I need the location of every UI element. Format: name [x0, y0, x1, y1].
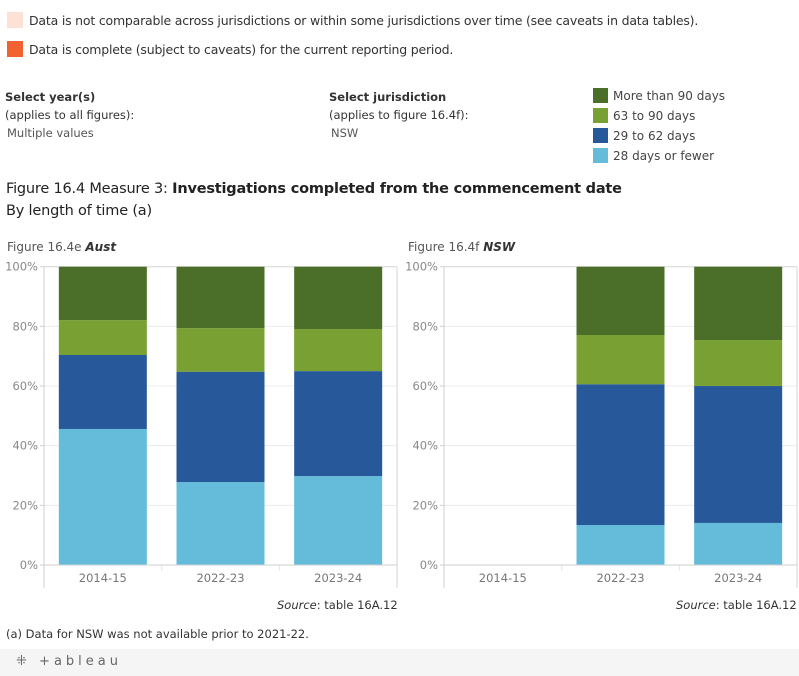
- year-filter-subtitle: (applies to all figures):: [5, 108, 135, 122]
- figure-title: Figure 16.4 Measure 3: Investigations co…: [6, 181, 622, 197]
- x-tick-label: 2022-23: [596, 571, 644, 585]
- x-tick-label: 2022-23: [196, 571, 244, 585]
- y-tick-label: 100%: [5, 260, 38, 274]
- legend-item-63-to-90[interactable]: 63 to 90 days: [593, 108, 695, 123]
- figure-subtitle: By length of time (a): [6, 203, 152, 219]
- x-tick-label: 2014-15: [479, 571, 527, 585]
- note-swatch-light: [7, 12, 23, 28]
- legend-item-more-than-90[interactable]: More than 90 days: [593, 88, 725, 103]
- note-not-comparable: Data is not comparable across jurisdicti…: [7, 12, 698, 28]
- bar-segment-2022-23-more-than-90-days[interactable]: [576, 266, 665, 336]
- chart-nsw: 0% 20% 40% 60% 80% 100% 2014-15 2022-23 2023-24: [405, 260, 798, 588]
- chart-nsw-title-em: NSW: [483, 240, 516, 254]
- x-tick-label: 2023-24: [314, 571, 362, 585]
- bar-segment-2023-24-more-than-90-days[interactable]: [694, 266, 783, 341]
- bar-segment-2014-15-63-to-90-days[interactable]: [58, 320, 147, 355]
- chart-aust-title-em: Aust: [85, 240, 117, 254]
- jurisdiction-filter[interactable]: Select jurisdiction (applies to figure 1…: [329, 88, 469, 142]
- source-nsw: Source: table 16A.12: [676, 598, 797, 612]
- bar-segment-2023-24-29-to-62-days[interactable]: [694, 386, 783, 523]
- bar-segment-2023-24-28-days-or-fewer[interactable]: [694, 522, 783, 565]
- chart-aust: 0% 20% 40% 60% 80% 100% 2014-15 2022-23 2023-24: [5, 260, 398, 588]
- note-text: Data is complete (subject to caveats) fo…: [29, 41, 454, 57]
- legend-label: More than 90 days: [613, 88, 726, 103]
- bar-segment-2022-23-28-days-or-fewer[interactable]: [176, 482, 265, 565]
- jurisdiction-filter-subtitle: (applies to figure 16.4f):: [329, 108, 469, 122]
- legend-label: 29 to 62 days: [613, 128, 696, 143]
- x-tick-label: 2014-15: [79, 571, 127, 585]
- legend-swatch: [593, 128, 608, 143]
- legend-label: 28 days or fewer: [613, 148, 715, 163]
- tableau-footer: ⁜ +ableau: [0, 649, 799, 676]
- y-tick-label: 20%: [12, 498, 38, 512]
- bar-segment-2014-15-28-days-or-fewer[interactable]: [58, 428, 147, 565]
- y-tick-label: 40%: [412, 439, 438, 453]
- bar-segment-2022-23-63-to-90-days[interactable]: [176, 328, 265, 372]
- bar-segment-2022-23-29-to-62-days[interactable]: [176, 371, 265, 483]
- bar-segment-2023-24-63-to-90-days[interactable]: [694, 340, 783, 387]
- legend-label: 63 to 90 days: [613, 108, 696, 123]
- year-filter-title: Select year(s): [5, 90, 96, 104]
- y-tick-label: 80%: [12, 319, 38, 333]
- chart-nsw-title-prefix: Figure 16.4f: [408, 240, 484, 254]
- y-tick-label: 20%: [412, 498, 438, 512]
- jurisdiction-filter-value[interactable]: NSW: [331, 126, 359, 140]
- legend-swatch: [593, 88, 608, 103]
- bar-segment-2022-23-63-to-90-days[interactable]: [576, 335, 665, 385]
- source-text: : table 16A.12: [715, 598, 797, 612]
- bar-segment-2023-24-29-to-62-days[interactable]: [294, 371, 383, 477]
- bar-segment-2023-24-28-days-or-fewer[interactable]: [294, 476, 383, 565]
- source-text: : table 16A.12: [316, 598, 398, 612]
- note-text: Data is not comparable across jurisdicti…: [29, 12, 699, 28]
- tableau-wordmark: +ableau: [39, 654, 122, 669]
- bar-segment-2023-24-63-to-90-days[interactable]: [294, 329, 383, 372]
- bar-segment-2023-24-more-than-90-days[interactable]: [294, 266, 383, 330]
- bar-segment-2022-23-more-than-90-days[interactable]: [176, 266, 265, 329]
- y-tick-label: 80%: [412, 319, 438, 333]
- figure-title-bold: Investigations completed from the commen…: [172, 181, 622, 197]
- year-filter-value[interactable]: Multiple values: [7, 126, 94, 140]
- legend-swatch: [593, 148, 608, 163]
- y-tick-label: 100%: [405, 260, 438, 274]
- jurisdiction-filter-title: Select jurisdiction: [329, 90, 447, 104]
- x-tick-label: 2023-24: [714, 571, 762, 585]
- legend-item-29-to-62[interactable]: 29 to 62 days: [593, 128, 695, 143]
- tableau-logo[interactable]: ⁜ +ableau: [16, 654, 122, 669]
- figure-title-prefix: Figure 16.4 Measure 3:: [6, 181, 173, 197]
- note-complete: Data is complete (subject to caveats) fo…: [7, 41, 453, 57]
- year-filter[interactable]: Select year(s) (applies to all figures):…: [5, 88, 134, 142]
- chart-aust-title: Figure 16.4e Aust: [7, 240, 116, 254]
- bar-segment-2014-15-29-to-62-days[interactable]: [58, 354, 147, 429]
- bar-segment-2022-23-29-to-62-days[interactable]: [576, 384, 665, 526]
- tableau-cross-icon: ⁜: [16, 654, 31, 669]
- source-label: Source: [277, 598, 317, 612]
- source-label: Source: [676, 598, 716, 612]
- note-swatch-dark: [7, 41, 23, 57]
- legend-item-28-or-fewer[interactable]: 28 days or fewer: [593, 148, 714, 163]
- legend-swatch: [593, 108, 608, 123]
- source-aust: Source: table 16A.12: [277, 598, 398, 612]
- bar-segment-2022-23-28-days-or-fewer[interactable]: [576, 525, 665, 565]
- footnote: (a) Data for NSW was not available prior…: [6, 627, 309, 641]
- y-tick-label: 60%: [12, 379, 38, 393]
- y-tick-label: 60%: [412, 379, 438, 393]
- chart-nsw-title: Figure 16.4f NSW: [408, 240, 515, 254]
- y-tick-label: 0%: [420, 558, 438, 572]
- chart-aust-title-prefix: Figure 16.4e: [7, 240, 86, 254]
- y-tick-label: 40%: [12, 439, 38, 453]
- y-tick-label: 0%: [20, 558, 38, 572]
- bar-segment-2014-15-more-than-90-days[interactable]: [58, 266, 147, 321]
